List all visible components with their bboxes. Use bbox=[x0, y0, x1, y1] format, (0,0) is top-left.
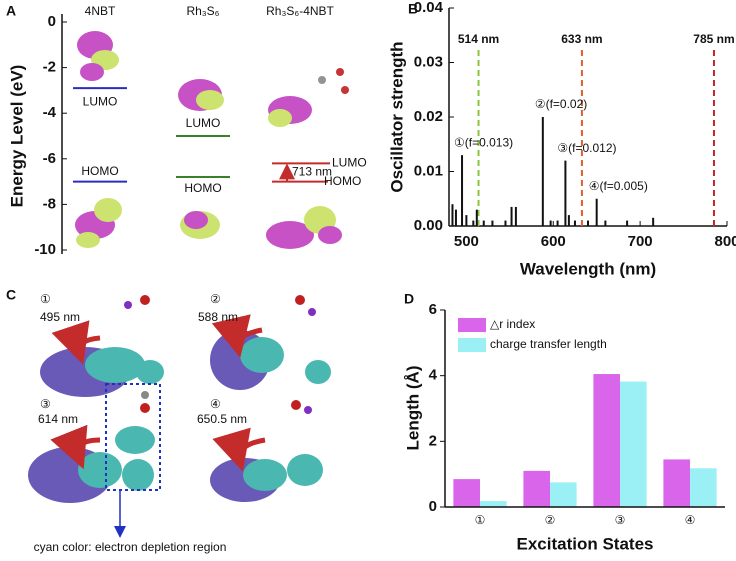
column-label: Rh₃S₆ bbox=[186, 4, 219, 18]
state-marker: ① bbox=[40, 292, 51, 306]
bar bbox=[453, 479, 480, 507]
panel-letter: D bbox=[404, 291, 414, 307]
y-tick-label: -10 bbox=[34, 241, 56, 258]
level-label: HOMO bbox=[324, 174, 361, 188]
peak-annotation: ②(f=0.02) bbox=[535, 97, 587, 111]
note: cyan color: electron depletion region bbox=[34, 540, 227, 554]
y-axis-label: Oscillator strength bbox=[387, 41, 406, 192]
panel-letter: B bbox=[408, 1, 418, 17]
y-tick-label: 0 bbox=[429, 498, 437, 515]
level-label: LUMO bbox=[332, 156, 367, 170]
bar bbox=[480, 501, 507, 507]
bar bbox=[550, 482, 577, 507]
state-label: 650.5 nm bbox=[197, 412, 247, 426]
bar bbox=[523, 470, 550, 507]
transition-label: 713 nm bbox=[292, 165, 332, 179]
peak-annotation: ③(f=0.012) bbox=[557, 141, 616, 155]
level-label: HOMO bbox=[184, 181, 221, 195]
column-label: 4NBT bbox=[85, 4, 116, 18]
y-tick-label: -6 bbox=[43, 150, 56, 167]
panel-letter: A bbox=[6, 3, 16, 19]
state-marker: ② bbox=[210, 292, 221, 306]
state-label: 588 nm bbox=[198, 310, 238, 324]
x-tick-label: 500 bbox=[454, 233, 479, 250]
wavelength-label: 633 nm bbox=[561, 32, 602, 46]
x-tick-label: 700 bbox=[628, 233, 653, 250]
y-axis-label: Energy Level (eV) bbox=[7, 65, 26, 208]
column-label: Rh₃S₆-4NBT bbox=[266, 4, 334, 18]
x-axis-label: Excitation States bbox=[517, 534, 654, 553]
level-label: LUMO bbox=[186, 116, 221, 130]
x-tick-label: ① bbox=[475, 513, 486, 527]
y-tick-label: 0 bbox=[48, 13, 56, 30]
state-label: 495 nm bbox=[40, 310, 80, 324]
wavelength-label: 514 nm bbox=[458, 32, 499, 46]
y-tick-label: -4 bbox=[43, 104, 57, 121]
x-tick-label: ③ bbox=[615, 513, 626, 527]
density-images bbox=[28, 295, 331, 538]
peak-annotation: ①(f=0.013) bbox=[454, 135, 513, 149]
y-tick-label: 2 bbox=[429, 432, 437, 449]
x-axis-label: Wavelength (nm) bbox=[520, 259, 656, 278]
y-tick-label: 0.01 bbox=[414, 162, 443, 179]
y-tick-label: 0.02 bbox=[414, 108, 443, 125]
panel-letter: C bbox=[6, 287, 16, 303]
legend-label: △r index bbox=[490, 317, 535, 331]
x-tick-label: 600 bbox=[541, 233, 566, 250]
bar bbox=[620, 381, 647, 507]
state-marker: ③ bbox=[40, 397, 51, 411]
level-label: LUMO bbox=[83, 94, 118, 108]
legend-swatch bbox=[458, 318, 486, 332]
wavelength-label: 785 nm bbox=[693, 32, 734, 46]
y-tick-label: -8 bbox=[43, 195, 56, 212]
level-label: HOMO bbox=[81, 164, 118, 178]
legend-swatch bbox=[458, 338, 486, 352]
y-tick-label: -2 bbox=[43, 59, 56, 76]
bar bbox=[593, 374, 620, 507]
x-tick-label: ④ bbox=[685, 513, 696, 527]
legend-label: charge transfer length bbox=[490, 337, 607, 351]
orbital-images bbox=[75, 31, 349, 249]
peak-annotation: ④(f=0.005) bbox=[589, 179, 648, 193]
y-tick-label: 6 bbox=[429, 301, 437, 318]
bar bbox=[690, 468, 717, 507]
y-tick-label: 0.04 bbox=[414, 0, 444, 16]
y-tick-label: 0.00 bbox=[414, 217, 443, 234]
y-axis-label: Length (Å) bbox=[403, 366, 422, 451]
x-tick-label: 800 bbox=[714, 233, 736, 250]
bar bbox=[663, 459, 690, 507]
state-label: 614 nm bbox=[38, 412, 78, 426]
y-tick-label: 4 bbox=[429, 367, 438, 384]
state-marker: ④ bbox=[210, 397, 221, 411]
y-tick-label: 0.03 bbox=[414, 53, 443, 70]
x-tick-label: ② bbox=[545, 513, 556, 527]
